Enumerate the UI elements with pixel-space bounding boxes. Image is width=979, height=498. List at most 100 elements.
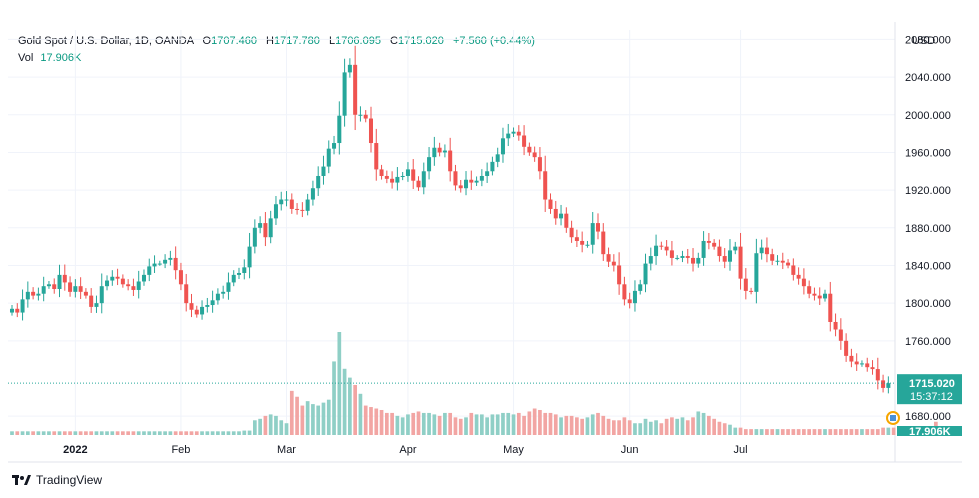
volume-bar — [226, 431, 231, 435]
candle-body — [279, 199, 284, 205]
candle — [448, 137, 453, 182]
event-marker-flag — [890, 415, 896, 421]
candle-body — [680, 256, 685, 258]
volume-bar — [263, 415, 268, 435]
volume-bar — [759, 429, 764, 435]
candle-body — [485, 171, 490, 176]
brand-name: TradingView — [36, 473, 103, 487]
candle-body — [648, 256, 653, 264]
candle — [78, 277, 83, 299]
candle — [548, 193, 553, 214]
candle-body — [553, 208, 558, 219]
candle-body — [838, 329, 843, 341]
candle-body — [738, 246, 743, 279]
candle-body — [817, 295, 822, 299]
high-label: H — [266, 35, 274, 47]
candle-body — [448, 150, 453, 172]
candle-body — [411, 169, 416, 181]
volume-bar — [142, 431, 146, 435]
volume-bar — [522, 415, 526, 435]
volume-bar — [469, 412, 474, 435]
candle — [664, 240, 669, 256]
candle — [691, 248, 696, 272]
candle — [543, 155, 548, 212]
volume-bar — [749, 429, 753, 435]
candle-body — [136, 281, 141, 290]
candle-body — [727, 250, 732, 262]
volume-bar — [733, 427, 738, 435]
candle-body — [527, 146, 532, 153]
volume-bar — [780, 429, 785, 435]
candle-body — [464, 179, 469, 189]
currency-label: USD — [912, 35, 935, 47]
candle-body — [749, 290, 754, 292]
y-tick-label: 1920.000 — [905, 185, 951, 197]
candle-body — [89, 295, 94, 307]
volume-bar — [279, 420, 284, 435]
volume-bar — [823, 429, 827, 435]
high-value: 1717.780 — [274, 35, 320, 47]
volume-bar — [36, 431, 41, 435]
volume-bar — [796, 429, 801, 435]
candle-body — [384, 175, 389, 179]
candle — [237, 267, 242, 280]
candle — [384, 170, 389, 184]
symbol-title[interactable]: Gold Spot / U.S. Dollar, 1D, OANDA — [18, 35, 194, 47]
candle — [200, 300, 205, 320]
volume-bar — [173, 431, 178, 435]
tradingview-brand[interactable]: TradingView — [12, 473, 102, 487]
volume-bar — [432, 414, 437, 435]
candle — [432, 136, 437, 166]
volume-bar — [458, 418, 463, 435]
candle-body — [627, 299, 632, 304]
volume-bar — [643, 418, 648, 435]
volume-bar — [62, 431, 67, 435]
volume-bar — [654, 420, 658, 435]
candle — [157, 260, 162, 266]
candle-body — [247, 246, 252, 268]
candle-body — [321, 166, 326, 176]
candle-body — [326, 148, 331, 167]
candle-body — [469, 179, 474, 183]
candle-body — [173, 257, 178, 271]
candle — [442, 144, 447, 158]
candle-body — [823, 293, 828, 299]
candle — [685, 248, 690, 264]
candle-body — [405, 169, 410, 176]
volume-bar — [480, 414, 484, 435]
volume-series — [10, 332, 938, 435]
y-tick-label: 1760.000 — [905, 336, 951, 348]
candle — [379, 164, 384, 180]
candle — [485, 162, 490, 183]
candle-body — [859, 363, 864, 365]
candle-body — [638, 284, 643, 291]
candle — [590, 212, 595, 254]
volume-bar — [258, 418, 262, 435]
volume-bar — [585, 417, 590, 435]
candle-body — [226, 282, 231, 292]
candle-body — [432, 147, 437, 158]
candle — [126, 279, 131, 291]
candle-body — [437, 147, 442, 153]
x-tick-label: May — [503, 444, 524, 456]
candle — [749, 287, 754, 295]
candle — [147, 258, 152, 282]
low-label: L — [328, 35, 336, 47]
candle-body — [474, 180, 479, 183]
y-tick-label: 1880.000 — [905, 223, 951, 235]
volume-bar — [179, 431, 183, 435]
volume-bar — [237, 431, 241, 435]
candle-body — [395, 176, 400, 183]
candle — [580, 231, 585, 253]
volume-bar — [147, 431, 152, 435]
volume-bar — [685, 420, 690, 435]
candle — [743, 268, 748, 300]
candle — [849, 348, 854, 368]
candle — [764, 237, 769, 263]
candle-body — [574, 237, 579, 241]
candle-body — [548, 199, 553, 209]
volume-label[interactable]: Vol — [18, 52, 34, 64]
volume-bar — [633, 423, 637, 435]
volume-bar — [200, 431, 204, 435]
